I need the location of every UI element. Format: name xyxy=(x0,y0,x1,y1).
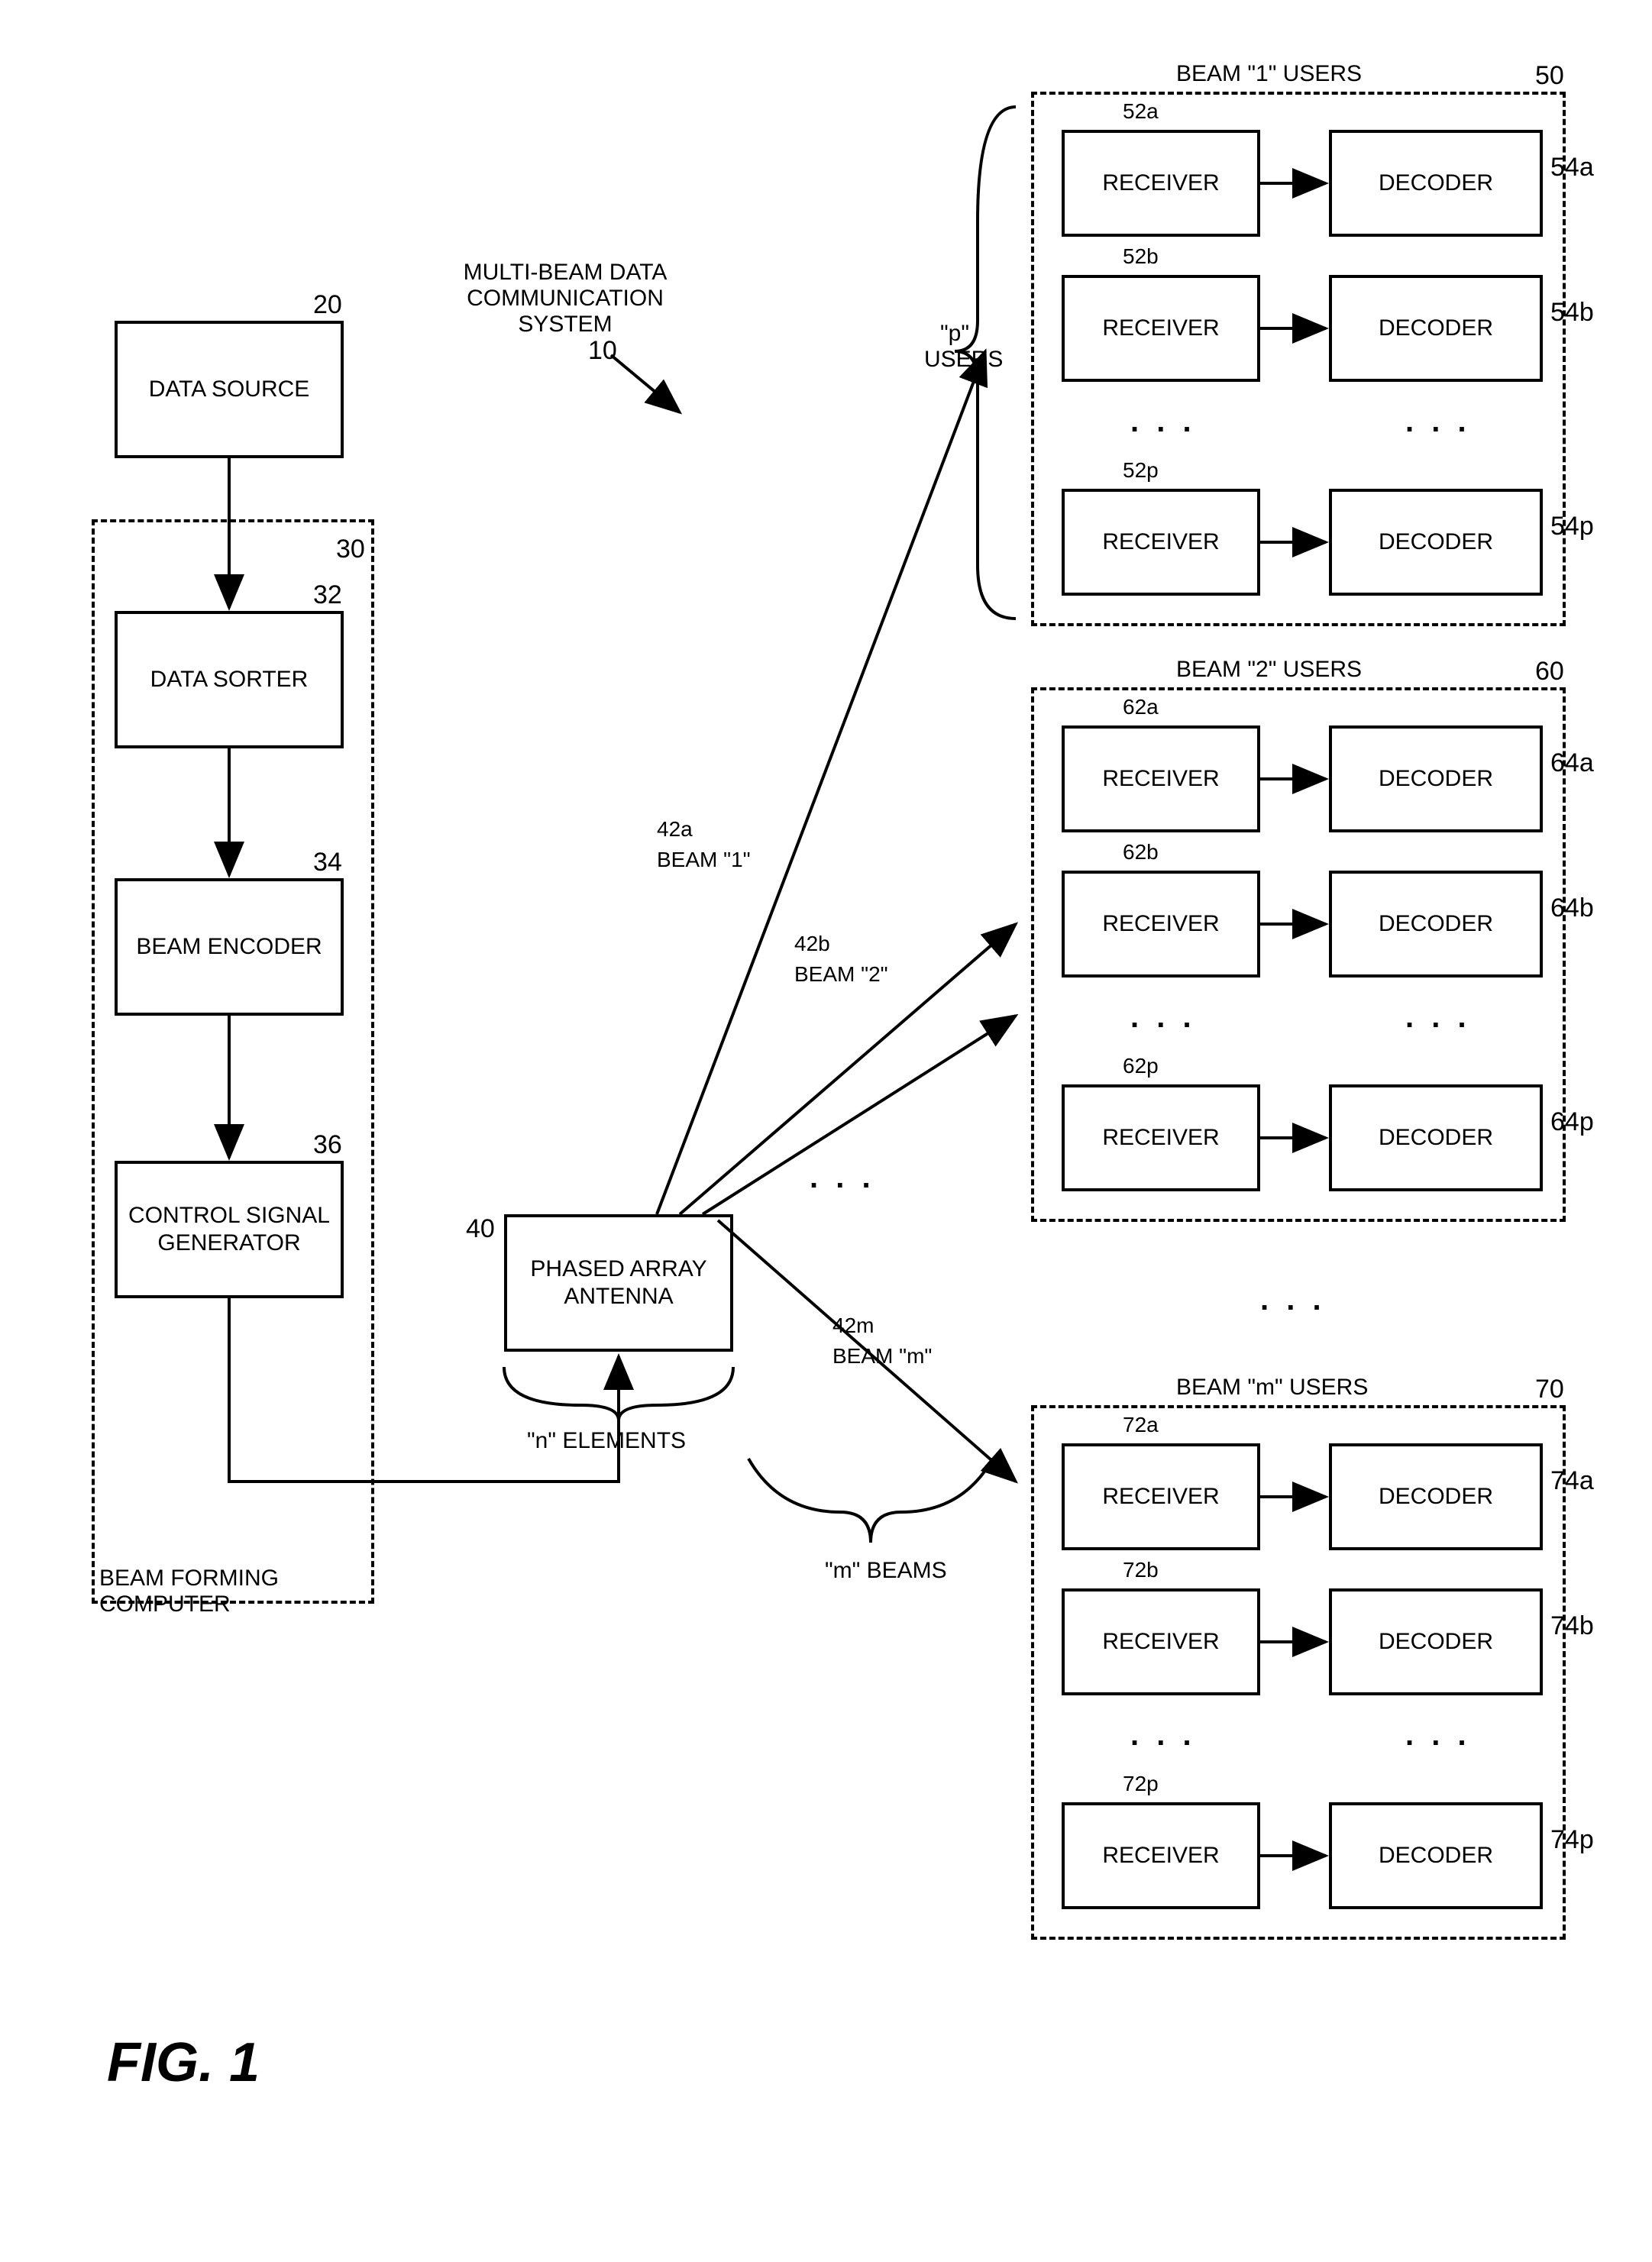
beam2-users-ref: 60 xyxy=(1535,657,1564,687)
dec-54p-ref: 54p xyxy=(1550,512,1594,541)
dec-54a-label: DECODER xyxy=(1379,170,1493,197)
beam-encoder-ref: 34 xyxy=(313,848,342,877)
dec-54a-ref: 54a xyxy=(1550,153,1594,183)
rx-62b: RECEIVER xyxy=(1062,871,1260,978)
g2-dots-dec: . . . xyxy=(1405,1000,1471,1035)
rx-72a: RECEIVER xyxy=(1062,1443,1260,1550)
beam-encoder-box: BEAM ENCODER xyxy=(115,878,344,1016)
n-elements-label: "n" ELEMENTS xyxy=(527,1428,686,1454)
data-source-label: DATA SOURCE xyxy=(149,376,310,403)
dec-64p-label: DECODER xyxy=(1379,1124,1493,1152)
dec-74p-label: DECODER xyxy=(1379,1842,1493,1869)
m-beams-label: "m" BEAMS xyxy=(825,1558,947,1584)
p-users-label: "p" USERS xyxy=(924,321,985,373)
phased-array-label: PHASED ARRAY ANTENNA xyxy=(507,1255,730,1310)
g1-dots-dec: . . . xyxy=(1405,405,1471,439)
diagram-canvas: MULTI-BEAM DATA COMMUNICATION SYSTEM 10 … xyxy=(31,31,1621,2231)
rx-72p-label: RECEIVER xyxy=(1102,1842,1219,1869)
dec-74b: DECODER xyxy=(1329,1588,1543,1695)
rx-52b-ref: 52b xyxy=(1123,244,1159,269)
g1-dots-rx: . . . xyxy=(1130,405,1196,439)
bfc-label: BEAM FORMING COMPUTER xyxy=(99,1566,367,1617)
beamm-label: BEAM "m" xyxy=(832,1344,932,1369)
rx-52b-label: RECEIVER xyxy=(1102,315,1219,342)
beamm-users-title: BEAM "m" USERS xyxy=(1176,1375,1368,1401)
ctrl-sig-gen-ref: 36 xyxy=(313,1130,342,1160)
rx-62b-ref: 62b xyxy=(1123,840,1159,864)
beam1-users-ref: 50 xyxy=(1535,61,1564,91)
dec-74a-label: DECODER xyxy=(1379,1483,1493,1511)
dec-64a-label: DECODER xyxy=(1379,765,1493,793)
rx-62a-label: RECEIVER xyxy=(1102,765,1219,793)
beam1-users-title: BEAM "1" USERS xyxy=(1176,61,1362,87)
dec-64b: DECODER xyxy=(1329,871,1543,978)
bfc-ref: 30 xyxy=(336,535,365,564)
rx-52p: RECEIVER xyxy=(1062,489,1260,596)
rx-52p-label: RECEIVER xyxy=(1102,528,1219,556)
ctrl-sig-gen-box: CONTROL SIGNAL GENERATOR xyxy=(115,1161,344,1298)
rx-62b-label: RECEIVER xyxy=(1102,910,1219,938)
gm-dots-dec: . . . xyxy=(1405,1718,1471,1753)
system-ref: 10 xyxy=(588,336,617,366)
system-title: MULTI-BEAM DATA COMMUNICATION SYSTEM xyxy=(428,260,703,338)
dec-74b-label: DECODER xyxy=(1379,1628,1493,1656)
beamm-ref: 42m xyxy=(832,1314,874,1338)
rx-72p-ref: 72p xyxy=(1123,1772,1159,1796)
dec-64b-ref: 64b xyxy=(1550,893,1594,923)
dec-74p-ref: 74p xyxy=(1550,1825,1594,1855)
rx-62a-ref: 62a xyxy=(1123,695,1159,719)
dec-64a-ref: 64a xyxy=(1550,748,1594,778)
beam1-label: BEAM "1" xyxy=(657,848,751,872)
dec-74a-ref: 74a xyxy=(1550,1466,1594,1496)
dec-74b-ref: 74b xyxy=(1550,1611,1594,1641)
dec-54p: DECODER xyxy=(1329,489,1543,596)
dec-64p: DECODER xyxy=(1329,1084,1543,1191)
gm-dots-rx: . . . xyxy=(1130,1718,1196,1753)
rx-72a-ref: 72a xyxy=(1123,1413,1159,1437)
beam1-ref: 42a xyxy=(657,817,693,842)
rx-52b: RECEIVER xyxy=(1062,275,1260,382)
data-sorter-label: DATA SORTER xyxy=(150,666,309,693)
rx-62p-label: RECEIVER xyxy=(1102,1124,1219,1152)
dec-64a: DECODER xyxy=(1329,725,1543,832)
rx-52a-ref: 52a xyxy=(1123,99,1159,124)
data-source-box: DATA SOURCE xyxy=(115,321,344,458)
beam-encoder-label: BEAM ENCODER xyxy=(136,933,322,961)
figure-label: FIG. 1 xyxy=(107,2031,260,2094)
dec-54b-label: DECODER xyxy=(1379,315,1493,342)
beam2-label: BEAM "2" xyxy=(794,962,888,987)
beamm-users-ref: 70 xyxy=(1535,1375,1564,1404)
beam2-users-title: BEAM "2" USERS xyxy=(1176,657,1362,683)
phased-array-ref: 40 xyxy=(466,1214,495,1244)
ctrl-sig-gen-label: CONTROL SIGNAL GENERATOR xyxy=(118,1202,341,1257)
rx-72p: RECEIVER xyxy=(1062,1802,1260,1909)
rx-72b-ref: 72b xyxy=(1123,1558,1159,1582)
beams-dots: . . . xyxy=(810,1161,875,1195)
rx-72a-label: RECEIVER xyxy=(1102,1483,1219,1511)
data-sorter-box: DATA SORTER xyxy=(115,611,344,748)
data-source-ref: 20 xyxy=(313,290,342,320)
rx-62p-ref: 62p xyxy=(1123,1054,1159,1078)
rx-52a: RECEIVER xyxy=(1062,130,1260,237)
groups-dots: . . . xyxy=(1260,1283,1326,1317)
rx-62a: RECEIVER xyxy=(1062,725,1260,832)
rx-72b: RECEIVER xyxy=(1062,1588,1260,1695)
beam2-ref: 42b xyxy=(794,932,830,956)
dec-54b-ref: 54b xyxy=(1550,298,1594,328)
g2-dots-rx: . . . xyxy=(1130,1000,1196,1035)
dec-54b: DECODER xyxy=(1329,275,1543,382)
rx-62p: RECEIVER xyxy=(1062,1084,1260,1191)
data-sorter-ref: 32 xyxy=(313,580,342,610)
dec-64p-ref: 64p xyxy=(1550,1107,1594,1137)
dec-74p: DECODER xyxy=(1329,1802,1543,1909)
rx-72b-label: RECEIVER xyxy=(1102,1628,1219,1656)
rx-52p-ref: 52p xyxy=(1123,458,1159,483)
dec-74a: DECODER xyxy=(1329,1443,1543,1550)
dec-54a: DECODER xyxy=(1329,130,1543,237)
phased-array-box: PHASED ARRAY ANTENNA xyxy=(504,1214,733,1352)
dec-64b-label: DECODER xyxy=(1379,910,1493,938)
dec-54p-label: DECODER xyxy=(1379,528,1493,556)
rx-52a-label: RECEIVER xyxy=(1102,170,1219,197)
